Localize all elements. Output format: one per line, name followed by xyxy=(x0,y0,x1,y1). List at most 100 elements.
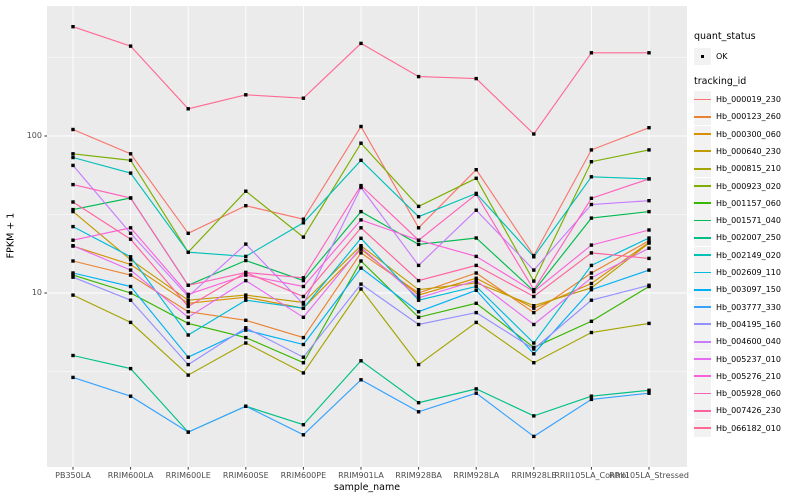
data-point-Hb_066182_010 xyxy=(128,44,133,48)
y-axis-title: FPKM + 1 xyxy=(5,212,17,259)
legend-label: Hb_004195_160 xyxy=(716,319,781,329)
legend-label: Hb_005928_060 xyxy=(716,389,781,399)
data-point-Hb_007426_230 xyxy=(474,263,478,268)
data-point-Hb_000019_230 xyxy=(301,217,306,221)
data-point-Hb_000019_230 xyxy=(128,152,133,156)
data-point-Hb_001157_060 xyxy=(186,321,190,326)
legend-label: Hb_001157_060 xyxy=(716,198,781,208)
data-point-Hb_003777_330 xyxy=(186,430,190,434)
data-point-Hb_005276_210 xyxy=(186,292,190,297)
legend-key-swatch xyxy=(694,194,711,212)
panel-background xyxy=(47,6,687,467)
legend-label: Hb_002609_110 xyxy=(716,268,781,277)
legend-key-swatch xyxy=(694,367,711,385)
legend-key-line-icon xyxy=(694,167,711,170)
data-point-Hb_002007_250 xyxy=(416,401,421,405)
legend-key-swatch xyxy=(694,264,711,281)
legend-key-swatch xyxy=(694,229,711,247)
data-point-Hb_005928_060 xyxy=(359,183,363,188)
data-point-Hb_002609_110 xyxy=(474,284,478,289)
data-point-Hb_002007_250 xyxy=(532,414,536,418)
data-point-Hb_066182_010 xyxy=(474,76,478,81)
data-point-Hb_003777_330 xyxy=(301,433,306,437)
legend-label: Hb_003097_150 xyxy=(716,285,781,295)
data-point-Hb_001157_060 xyxy=(589,319,594,323)
legend-key-line-icon xyxy=(694,98,711,101)
data-point-Hb_002149_020 xyxy=(416,215,421,219)
data-point-Hb_000640_230 xyxy=(71,209,75,214)
data-point-Hb_000019_230 xyxy=(589,148,594,152)
legend-key-line-icon xyxy=(694,150,711,153)
data-point-Hb_004195_160 xyxy=(474,310,478,315)
data-point-Hb_002609_110 xyxy=(532,341,536,345)
data-point-Hb_001157_060 xyxy=(244,335,248,340)
data-point-Hb_001571_040 xyxy=(647,209,651,214)
data-point-Hb_001157_060 xyxy=(71,273,75,277)
legend-key-line-icon xyxy=(694,236,711,239)
legend-label: Hb_000019_230 xyxy=(716,95,781,104)
data-point-Hb_002149_020 xyxy=(71,155,75,160)
data-point-Hb_002609_110 xyxy=(589,263,594,268)
y-tick-label-100: 100 xyxy=(26,131,42,140)
legend-label: Hb_066182_010 xyxy=(716,423,781,433)
data-point-Hb_007426_230 xyxy=(244,270,248,275)
legend-label: Hb_000123_260 xyxy=(716,112,781,122)
data-point-Hb_002007_250 xyxy=(71,353,75,358)
x-tick-label-RRIM928LE: RRIM928LE xyxy=(511,471,557,480)
legend-key-ok xyxy=(694,48,711,65)
legend-key-swatch xyxy=(694,91,711,108)
data-point-Hb_005928_060 xyxy=(474,192,478,196)
data-point-Hb_007426_230 xyxy=(416,278,421,283)
legend-key-swatch xyxy=(694,212,711,230)
data-point-Hb_000300_060 xyxy=(244,295,248,299)
x-tick-label-RRIM901LA: RRIM901LA xyxy=(338,471,384,480)
legend-label: Hb_003777_330 xyxy=(716,302,781,312)
data-point-Hb_000019_230 xyxy=(244,204,248,208)
data-point-Hb_005237_010 xyxy=(244,278,248,283)
data-point-Hb_000019_230 xyxy=(647,126,651,130)
data-point-Hb_000123_260 xyxy=(589,271,594,275)
data-point-Hb_004600_040 xyxy=(301,302,306,306)
data-point-Hb_005276_210 xyxy=(589,243,594,247)
legend-key-swatch xyxy=(694,419,711,437)
data-point-Hb_001571_040 xyxy=(416,242,421,247)
data-point-Hb_000640_230 xyxy=(589,286,594,290)
data-point-Hb_066182_010 xyxy=(589,51,594,55)
legend-label: Hb_000815_210 xyxy=(716,164,781,174)
data-point-Hb_004600_040 xyxy=(589,202,594,207)
data-point-Hb_066182_010 xyxy=(532,132,536,136)
data-point-Hb_002149_020 xyxy=(128,171,133,175)
legend-label: Hb_000923_020 xyxy=(716,181,781,191)
data-point-Hb_001157_060 xyxy=(128,291,133,295)
data-point-Hb_004195_160 xyxy=(128,298,133,302)
data-point-Hb_000923_020 xyxy=(474,176,478,180)
data-point-Hb_005928_060 xyxy=(532,288,536,292)
data-point-Hb_005928_060 xyxy=(647,177,651,181)
data-point-Hb_005276_210 xyxy=(359,218,363,222)
y-tick-label-10: 10 xyxy=(31,288,42,297)
data-point-Hb_002149_020 xyxy=(301,221,306,225)
data-point-Hb_003097_150 xyxy=(589,288,594,292)
data-point-Hb_000815_210 xyxy=(186,373,190,377)
data-point-Hb_005237_010 xyxy=(589,276,594,280)
data-point-Hb_003097_150 xyxy=(474,288,478,292)
data-point-Hb_004600_040 xyxy=(244,242,248,246)
data-point-Hb_066182_010 xyxy=(244,93,248,97)
legend-label: Hb_000640_230 xyxy=(716,146,781,156)
legend-key-line-icon xyxy=(694,409,711,412)
x-tick-label-RRIM600PE: RRIM600PE xyxy=(280,471,327,480)
data-point-Hb_001571_040 xyxy=(301,278,306,283)
data-point-Hb_002007_250 xyxy=(647,388,651,392)
data-point-Hb_000815_210 xyxy=(647,321,651,326)
data-point-Hb_000123_260 xyxy=(416,291,421,295)
data-point-Hb_003097_150 xyxy=(244,328,248,332)
data-point-Hb_066182_010 xyxy=(359,41,363,46)
legend-label: Hb_001571_040 xyxy=(716,216,781,226)
data-point-Hb_002609_110 xyxy=(244,298,248,302)
data-point-Hb_005276_210 xyxy=(647,228,651,232)
x-tick-label-RRIM600LE: RRIM600LE xyxy=(165,471,211,480)
data-point-Hb_007426_230 xyxy=(359,226,363,230)
x-tick-label-PB350LA: PB350LA xyxy=(55,471,91,480)
data-point-Hb_002609_110 xyxy=(186,333,190,337)
data-point-Hb_005276_210 xyxy=(244,273,248,277)
